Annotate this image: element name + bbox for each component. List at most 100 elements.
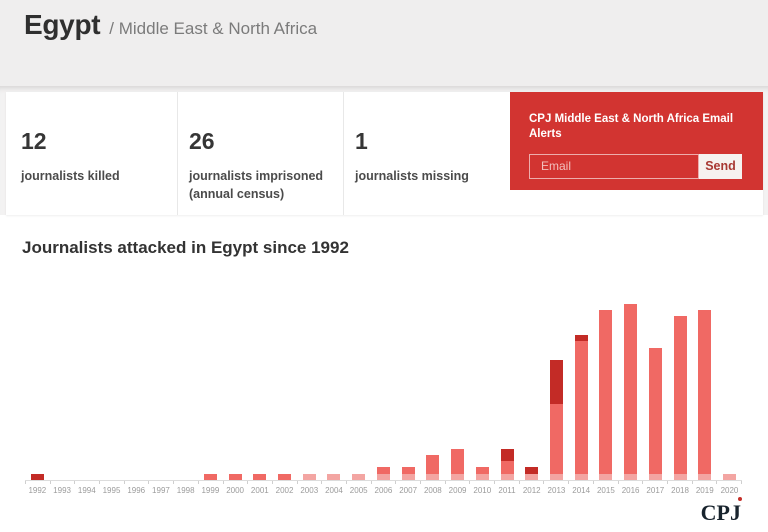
chart-section: Journalists attacked in Egypt since 1992… [0,238,768,495]
bar-segment-imprisoned-2017[interactable] [648,347,662,474]
bar-segment-killed-2011[interactable] [500,448,514,462]
bar-segment-missing-2013[interactable] [549,473,563,480]
bar-segment-imprisoned-2007[interactable] [401,467,415,474]
bar-segment-imprisoned-2016[interactable] [624,303,638,474]
bar-segment-imprisoned-2018[interactable] [673,316,687,474]
bar-segment-killed-1992[interactable] [30,473,44,480]
bar-cell [247,473,272,480]
bar-1992[interactable] [30,473,44,480]
bar-2005[interactable] [352,473,366,480]
axis-tick [693,481,718,484]
year-label-2020: 2020 [720,486,739,495]
bar-2013[interactable] [549,360,563,480]
send-button[interactable]: Send [699,153,742,179]
bar-2019[interactable] [698,309,712,480]
chart-x-axis [25,480,742,484]
axis-tick [75,481,101,484]
email-alerts-form: Send [529,153,742,179]
bar-segment-imprisoned-2010[interactable] [475,467,489,474]
year-label-2011: 2011 [498,486,516,495]
axis-tick [717,481,742,484]
year-label-1993: 1993 [53,486,71,495]
bar-segment-imprisoned-2006[interactable] [376,467,390,474]
bar-2001[interactable] [253,473,267,480]
bar-2002[interactable] [278,473,292,480]
bar-2014[interactable] [574,335,588,480]
axis-tick [396,481,421,484]
bar-2000[interactable] [228,473,242,480]
bar-2007[interactable] [401,467,415,480]
bar-segment-imprisoned-2014[interactable] [574,341,588,474]
bar-segment-killed-2012[interactable] [525,467,539,474]
year-label-2007: 2007 [399,486,418,495]
bar-segment-missing-2004[interactable] [327,473,341,480]
cpj-logo[interactable]: CPJ [701,497,742,526]
bar-segment-missing-2012[interactable] [525,473,539,480]
bar-segment-missing-2008[interactable] [426,473,440,480]
bar-segment-missing-2011[interactable] [500,473,514,480]
bar-2006[interactable] [376,467,390,480]
bar-cell [519,467,544,480]
axis-tick [372,481,397,484]
bar-segment-missing-2020[interactable] [722,473,736,480]
bar-segment-imprisoned-2008[interactable] [426,454,440,474]
email-input[interactable] [529,153,699,179]
axis-tick [149,481,175,484]
bar-segment-imprisoned-2009[interactable] [451,448,465,474]
bar-segment-missing-2015[interactable] [599,473,613,480]
year-label-2010: 2010 [473,486,492,495]
bar-2015[interactable] [599,309,613,480]
bar-segment-missing-2006[interactable] [376,473,390,480]
bar-segment-missing-2014[interactable] [574,473,588,480]
bar-cell [421,454,446,480]
year-label-1998: 1998 [176,486,195,495]
bar-segment-imprisoned-1999[interactable] [203,473,217,480]
bar-2004[interactable] [327,473,341,480]
bar-2010[interactable] [475,467,489,480]
axis-tick [569,481,594,484]
axis-tick [421,481,446,484]
chart-title: Journalists attacked in Egypt since 1992 [22,238,349,257]
chart-x-labels: 1992 1993 1994 1995 1996 1997 1998 1999 2000 2001… [25,486,742,495]
bar-segment-missing-2017[interactable] [648,473,662,480]
bar-segment-imprisoned-2011[interactable] [500,461,514,474]
axis-tick [470,481,496,484]
bar-1999[interactable] [203,473,217,480]
breadcrumb: Egypt / Middle East & North Africa [24,9,768,41]
bar-segment-imprisoned-2002[interactable] [278,473,292,480]
bar-segment-missing-2003[interactable] [302,473,316,480]
bar-2003[interactable] [302,473,316,480]
bar-segment-imprisoned-2013[interactable] [549,404,563,474]
bar-segment-missing-2005[interactable] [352,473,366,480]
year-label-1995: 1995 [102,486,121,495]
bar-segment-missing-2007[interactable] [401,473,415,480]
bar-cell [594,309,619,480]
bar-segment-missing-2018[interactable] [673,473,687,480]
bar-2017[interactable] [648,347,662,480]
chart-plot [25,294,742,480]
bar-2018[interactable] [673,316,687,480]
bar-segment-imprisoned-2019[interactable] [698,309,712,474]
year-label-1996: 1996 [127,486,146,495]
bar-2009[interactable] [451,448,465,480]
bar-2016[interactable] [624,303,638,480]
bar-segment-missing-2010[interactable] [475,473,489,480]
bar-cell [569,335,594,480]
bar-2008[interactable] [426,454,440,480]
stat-imprisoned-label: journalists imprisoned (annual census) [189,169,324,201]
year-label-2003: 2003 [300,486,319,495]
stat-killed: 12 journalists killed [6,92,177,215]
bar-segment-killed-2013[interactable] [549,360,563,405]
bar-2012[interactable] [525,467,539,480]
bar-2020[interactable] [722,473,736,480]
bar-segment-imprisoned-2000[interactable] [228,473,242,480]
bar-segment-imprisoned-2015[interactable] [599,309,613,474]
bar-segment-missing-2016[interactable] [624,473,638,480]
bar-segment-missing-2019[interactable] [698,473,712,480]
bar-segment-killed-2014[interactable] [574,335,588,342]
bar-segment-missing-2009[interactable] [451,473,465,480]
axis-tick [495,481,520,484]
bar-cell [346,473,371,480]
bar-2011[interactable] [500,448,514,480]
bar-segment-imprisoned-2001[interactable] [253,473,267,480]
